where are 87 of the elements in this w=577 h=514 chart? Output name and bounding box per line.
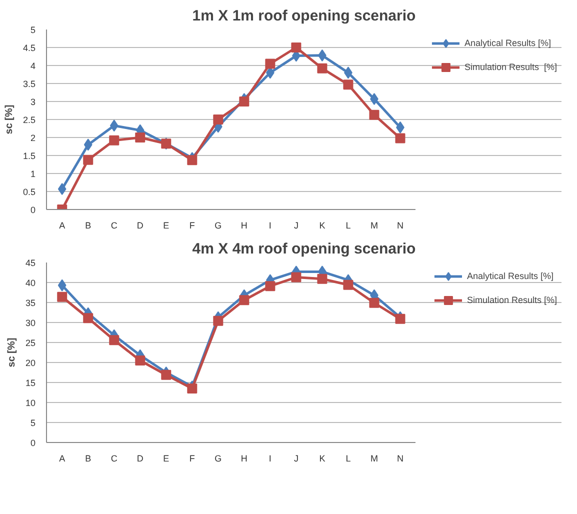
x-tick-label: C [110, 220, 118, 230]
point [58, 279, 66, 292]
y-tick-label: 3.5 [22, 79, 36, 89]
x-tick-label: E [163, 454, 170, 464]
point [369, 110, 380, 120]
y-tick-label: 20 [25, 358, 36, 368]
y-tick-label: 5 [30, 418, 36, 428]
point [109, 335, 120, 346]
point [343, 280, 354, 290]
x-tick-label: G [214, 220, 222, 230]
x-tick-label: K [319, 220, 326, 230]
point [395, 133, 406, 144]
y-tick-label: 0 [30, 438, 36, 448]
x-tick-label: B [85, 454, 92, 464]
point [83, 154, 94, 165]
x-tick-label: J [294, 454, 298, 464]
point [213, 316, 224, 326]
x-tick-label: A [59, 220, 66, 230]
point [83, 313, 94, 324]
point [187, 384, 198, 394]
point [317, 63, 328, 74]
legend-label: Simulation Results [%] [464, 62, 557, 72]
y-tick-label: 4.5 [22, 43, 36, 53]
x-tick-label: D [136, 220, 144, 230]
y-tick-label: 2.5 [22, 115, 36, 125]
y-tick-label: 3 [30, 97, 36, 107]
x-tick-label: L [346, 220, 351, 230]
point [317, 274, 328, 284]
y-axis-title: sc [%] [6, 338, 18, 368]
point [161, 370, 172, 380]
x-tick-label: N [396, 220, 404, 230]
point [135, 356, 146, 366]
x-tick-label: C [110, 454, 118, 464]
y-tick-label: 4 [30, 61, 36, 71]
legend-label: Analytical Results [%] [466, 271, 554, 281]
x-tick-label: G [214, 454, 222, 464]
x-tick-label: L [346, 454, 351, 464]
x-tick-label: M [370, 454, 378, 464]
x-tick-label: E [163, 220, 170, 230]
point [110, 120, 118, 132]
x-tick-label: H [240, 454, 248, 464]
point [239, 295, 250, 306]
y-tick-label: 10 [25, 398, 36, 408]
x-tick-label: F [189, 454, 196, 464]
point [135, 132, 146, 142]
point [291, 42, 302, 52]
point [58, 182, 66, 195]
y-tick-label: 0 [30, 205, 36, 215]
x-tick-label: I [268, 220, 272, 230]
y-tick-label: 1 [30, 169, 36, 179]
point [57, 292, 68, 302]
point [213, 114, 224, 124]
x-tick-label: A [59, 454, 66, 464]
y-tick-label: 15 [25, 378, 36, 388]
point [187, 155, 198, 166]
point [343, 80, 354, 90]
chart-title: 4m X 4m roof opening scenario [192, 240, 416, 258]
x-tick-label: B [85, 220, 92, 230]
point [291, 272, 302, 282]
y-tick-label: 5 [30, 25, 36, 35]
y-tick-label: 25 [25, 338, 36, 348]
y-tick-label: 30 [25, 318, 36, 328]
point [109, 135, 120, 146]
chart-title: 1m X 1m roof opening scenario [192, 8, 416, 24]
y-tick-label: 45 [25, 258, 36, 268]
x-tick-label: K [319, 454, 326, 464]
point [239, 96, 250, 106]
x-tick-label: I [268, 454, 272, 464]
x-tick-label: M [370, 220, 378, 230]
point [265, 58, 276, 69]
y-tick-label: 0.5 [22, 187, 36, 197]
legend-label: Simulation Results [%] [466, 295, 557, 305]
legend-label: Analytical Results [%] [464, 38, 551, 48]
x-tick-label: N [396, 454, 404, 464]
x-tick-label: D [136, 454, 144, 464]
point [395, 314, 406, 324]
x-tick-label: H [240, 220, 248, 230]
point [84, 138, 92, 151]
x-tick-label: J [294, 220, 298, 230]
y-tick-label: 2 [30, 133, 36, 143]
y-tick-label: 1.5 [22, 151, 36, 161]
y-tick-label: 35 [25, 298, 36, 308]
point [265, 281, 276, 292]
y-tick-label: 40 [25, 278, 36, 288]
point [369, 298, 380, 308]
x-tick-label: F [189, 220, 196, 230]
y-axis-title: sc [%] [4, 104, 15, 134]
